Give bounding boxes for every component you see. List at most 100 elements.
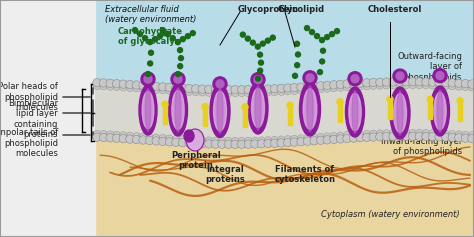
Circle shape	[329, 81, 338, 89]
Ellipse shape	[146, 89, 151, 131]
Circle shape	[120, 84, 127, 91]
Circle shape	[442, 130, 449, 137]
Circle shape	[237, 140, 246, 148]
Circle shape	[317, 136, 325, 145]
Circle shape	[159, 83, 167, 91]
Circle shape	[106, 134, 114, 142]
Circle shape	[448, 133, 456, 142]
Circle shape	[396, 82, 403, 89]
Circle shape	[310, 86, 318, 93]
Circle shape	[192, 137, 199, 144]
Circle shape	[146, 86, 153, 93]
Circle shape	[165, 138, 173, 146]
Circle shape	[363, 133, 371, 141]
Ellipse shape	[213, 91, 227, 131]
Circle shape	[185, 139, 193, 147]
Circle shape	[387, 96, 393, 102]
Circle shape	[376, 82, 383, 89]
Circle shape	[179, 56, 183, 61]
Circle shape	[433, 69, 447, 83]
Circle shape	[251, 140, 259, 148]
Circle shape	[376, 130, 383, 137]
Circle shape	[139, 136, 147, 144]
Circle shape	[402, 77, 410, 86]
Circle shape	[178, 138, 187, 147]
Ellipse shape	[139, 85, 157, 135]
Circle shape	[461, 134, 470, 142]
Circle shape	[324, 85, 331, 92]
Bar	[0, 129, 474, 237]
Circle shape	[390, 82, 397, 89]
Circle shape	[211, 85, 219, 94]
Circle shape	[283, 138, 292, 147]
Circle shape	[173, 135, 180, 142]
Text: Glycoprotein: Glycoprotein	[238, 5, 299, 14]
Circle shape	[172, 84, 180, 92]
Circle shape	[356, 133, 365, 142]
Bar	[338, 102, 342, 122]
Circle shape	[310, 30, 315, 35]
Circle shape	[146, 72, 151, 77]
Circle shape	[199, 89, 206, 96]
Circle shape	[165, 32, 170, 37]
Circle shape	[133, 85, 140, 92]
Circle shape	[264, 139, 272, 148]
Bar	[288, 105, 292, 125]
Circle shape	[153, 86, 160, 93]
Circle shape	[152, 137, 160, 145]
Circle shape	[304, 87, 311, 94]
Ellipse shape	[172, 91, 184, 129]
Text: Cholesterol: Cholesterol	[368, 5, 422, 14]
Circle shape	[349, 79, 358, 88]
Circle shape	[153, 36, 157, 41]
Circle shape	[336, 80, 345, 89]
Ellipse shape	[349, 93, 361, 131]
Circle shape	[449, 131, 456, 138]
Circle shape	[250, 40, 255, 45]
Circle shape	[317, 82, 325, 90]
Circle shape	[416, 82, 423, 89]
Circle shape	[224, 86, 233, 94]
Circle shape	[163, 31, 167, 36]
Circle shape	[303, 71, 317, 85]
Circle shape	[107, 131, 114, 138]
Circle shape	[337, 132, 344, 139]
Bar	[458, 100, 462, 121]
Circle shape	[277, 84, 285, 93]
Circle shape	[303, 137, 312, 146]
Circle shape	[319, 59, 325, 64]
Circle shape	[349, 134, 358, 142]
Circle shape	[147, 40, 153, 45]
Circle shape	[344, 84, 351, 91]
Circle shape	[179, 88, 186, 95]
Circle shape	[455, 79, 463, 87]
Text: Bimolecular
lipid layer
containing
proteins: Bimolecular lipid layer containing prote…	[8, 99, 58, 139]
Circle shape	[306, 74, 314, 82]
Circle shape	[148, 50, 154, 55]
Circle shape	[172, 138, 180, 146]
Text: Cytoplasm (watery environment): Cytoplasm (watery environment)	[321, 210, 459, 219]
Circle shape	[126, 80, 134, 89]
Circle shape	[192, 89, 199, 96]
Circle shape	[376, 132, 384, 141]
Circle shape	[310, 134, 318, 141]
Circle shape	[178, 84, 187, 92]
Circle shape	[132, 81, 141, 89]
Ellipse shape	[168, 84, 188, 136]
Circle shape	[429, 130, 436, 137]
Circle shape	[157, 34, 163, 39]
Circle shape	[205, 140, 213, 148]
Circle shape	[237, 86, 246, 94]
Circle shape	[271, 139, 279, 147]
Circle shape	[264, 89, 272, 96]
Circle shape	[277, 139, 285, 147]
Circle shape	[251, 73, 265, 87]
Circle shape	[137, 32, 143, 36]
Circle shape	[148, 61, 153, 66]
Circle shape	[343, 134, 351, 143]
Bar	[163, 104, 167, 124]
Circle shape	[348, 72, 362, 86]
Circle shape	[107, 83, 114, 90]
Circle shape	[212, 137, 219, 144]
Circle shape	[152, 82, 160, 91]
